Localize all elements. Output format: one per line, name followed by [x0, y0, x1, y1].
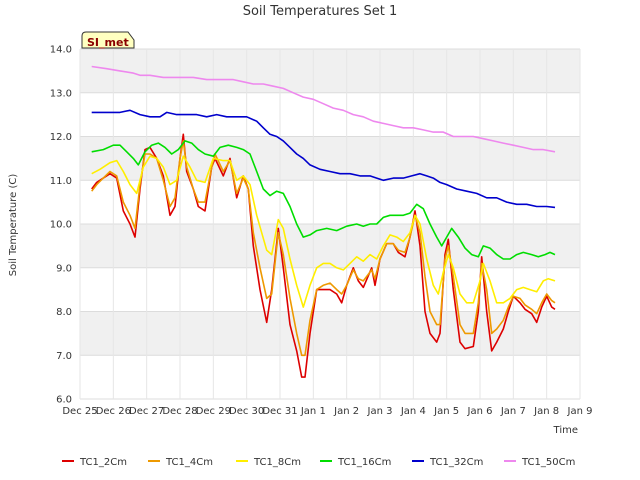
plot-background [80, 49, 580, 399]
y-tick-label: 13.0 [50, 88, 72, 99]
x-tick-label: Jan 3 [367, 406, 393, 417]
x-tick-label: Dec 29 [196, 406, 231, 417]
legend-label-TC1_32Cm: TC1_32Cm [429, 457, 483, 468]
x-tick-label: Dec 25 [62, 406, 97, 417]
x-tick-label: Dec 31 [262, 406, 297, 417]
y-band [80, 180, 580, 224]
site-badge-label: SI_met [87, 36, 129, 49]
series-line-TC1_16Cm [91, 140, 556, 260]
y-tick-label: 12.0 [50, 132, 72, 143]
series-line-TC1_8Cm [91, 155, 556, 308]
y-tick-label: 10.0 [50, 220, 72, 231]
y-band [80, 49, 580, 93]
site-badge: SI_met [81, 31, 135, 49]
x-tick-label: Dec 26 [96, 406, 131, 417]
series-line-TC1_50Cm [91, 65, 556, 153]
y-band [80, 92, 580, 137]
y-band [80, 355, 580, 399]
x-tick-label: Jan 4 [400, 406, 426, 417]
x-tick-label: Jan 7 [500, 406, 526, 417]
chart-title: Soil Temperatures Set 1 [243, 4, 398, 19]
y-band [80, 136, 580, 181]
legend-label-TC1_50Cm: TC1_50Cm [521, 457, 575, 468]
legend-label-TC1_4Cm: TC1_4Cm [165, 457, 213, 468]
y-tick-label: 6.0 [56, 395, 72, 406]
x-tick-label: Jan 1 [300, 406, 326, 417]
x-tick-label: Jan 8 [533, 406, 559, 417]
series-lines [91, 65, 556, 378]
y-axis-ticks: 6.0 7.0 8.0 9.0 10.0 11.0 12.0 13.0 14.0 [50, 45, 72, 406]
x-tick-label: Jan 5 [433, 406, 459, 417]
y-tick-label: 9.0 [56, 263, 72, 274]
legend-label-TC1_16Cm: TC1_16Cm [337, 457, 391, 468]
x-tick-label: Jan 2 [333, 406, 359, 417]
legend-label-TC1_2Cm: TC1_2Cm [79, 457, 127, 468]
y-axis-label: Soil Temperature (C) [8, 174, 19, 277]
gridlines [79, 48, 581, 400]
y-tick-label: 11.0 [50, 176, 72, 187]
x-tick-label: Jan 6 [467, 406, 493, 417]
x-axis-label: Time [553, 425, 578, 436]
y-band [80, 224, 580, 268]
legend: TC1_2Cm TC1_4Cm TC1_8Cm TC1_16Cm TC1_32Cm TC1… [62, 457, 575, 468]
x-tick-label: Jan 9 [567, 406, 593, 417]
series-line-TC1_32Cm [91, 109, 556, 209]
y-band [80, 311, 580, 356]
x-tick-label: Dec 28 [162, 406, 197, 417]
x-tick-label: Dec 27 [129, 406, 164, 417]
y-tick-label: 8.0 [56, 307, 72, 318]
x-tick-label: Dec 30 [229, 406, 264, 417]
y-tick-label: 7.0 [56, 351, 72, 362]
legend-label-TC1_8Cm: TC1_8Cm [253, 457, 301, 468]
y-tick-label: 14.0 [50, 45, 72, 56]
